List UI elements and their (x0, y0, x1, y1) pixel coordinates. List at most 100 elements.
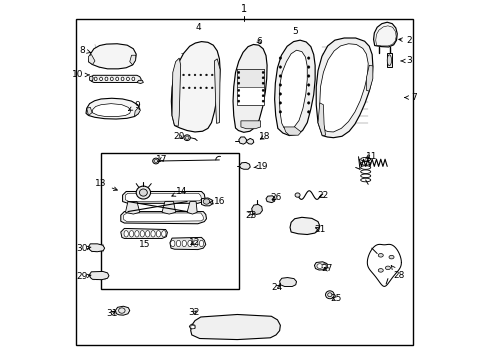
Ellipse shape (121, 77, 124, 81)
Text: 17: 17 (155, 155, 167, 164)
Ellipse shape (279, 84, 281, 86)
Ellipse shape (203, 199, 209, 204)
Text: 32: 32 (187, 308, 199, 317)
Text: 5: 5 (291, 27, 297, 36)
Bar (386, 53, 391, 67)
Ellipse shape (110, 77, 113, 81)
Ellipse shape (188, 87, 190, 89)
Ellipse shape (145, 230, 149, 237)
Ellipse shape (262, 89, 264, 91)
Ellipse shape (100, 77, 102, 81)
Bar (237, 69, 264, 87)
Polygon shape (89, 76, 93, 81)
Polygon shape (279, 50, 306, 130)
Ellipse shape (94, 77, 97, 81)
Polygon shape (172, 58, 180, 126)
Polygon shape (86, 107, 92, 116)
Bar (237, 69, 264, 105)
Ellipse shape (193, 240, 198, 247)
Ellipse shape (200, 87, 201, 89)
Polygon shape (187, 202, 197, 214)
Ellipse shape (262, 82, 264, 84)
Polygon shape (373, 22, 396, 47)
Ellipse shape (200, 74, 201, 76)
Ellipse shape (378, 269, 383, 272)
Ellipse shape (307, 75, 309, 77)
Polygon shape (289, 217, 319, 234)
Ellipse shape (183, 87, 184, 89)
Polygon shape (316, 38, 372, 138)
Text: 11: 11 (366, 152, 377, 161)
Text: 2: 2 (398, 36, 411, 45)
Ellipse shape (129, 230, 133, 237)
Ellipse shape (135, 230, 139, 237)
Ellipse shape (279, 57, 281, 59)
Ellipse shape (176, 240, 180, 247)
Ellipse shape (279, 102, 281, 104)
Ellipse shape (237, 95, 239, 97)
Polygon shape (317, 103, 325, 136)
Ellipse shape (237, 71, 239, 73)
Ellipse shape (325, 291, 333, 299)
Ellipse shape (262, 95, 264, 97)
Polygon shape (89, 271, 109, 280)
Polygon shape (265, 196, 274, 203)
Text: 25: 25 (329, 294, 341, 303)
Polygon shape (214, 59, 220, 123)
Polygon shape (115, 306, 129, 315)
Ellipse shape (211, 87, 213, 89)
Polygon shape (189, 324, 195, 329)
Ellipse shape (124, 230, 128, 237)
Text: 18: 18 (258, 132, 269, 141)
Text: 23: 23 (245, 211, 256, 220)
Ellipse shape (156, 230, 160, 237)
Ellipse shape (187, 240, 192, 247)
Text: 12: 12 (188, 238, 200, 247)
Text: 3: 3 (400, 57, 411, 66)
Polygon shape (233, 45, 266, 132)
Text: 15: 15 (139, 240, 150, 249)
Ellipse shape (211, 74, 213, 76)
Polygon shape (92, 104, 131, 117)
Ellipse shape (116, 77, 119, 81)
Text: 9: 9 (128, 101, 140, 111)
Ellipse shape (152, 158, 159, 164)
Ellipse shape (140, 230, 144, 237)
Polygon shape (162, 202, 175, 214)
Ellipse shape (237, 77, 239, 79)
Ellipse shape (105, 77, 108, 81)
Ellipse shape (183, 74, 184, 76)
Ellipse shape (237, 82, 239, 84)
Text: 10: 10 (72, 71, 89, 80)
Ellipse shape (279, 93, 281, 95)
Ellipse shape (386, 55, 391, 66)
Ellipse shape (294, 193, 300, 197)
Polygon shape (125, 202, 140, 214)
Ellipse shape (194, 74, 196, 76)
Text: 22: 22 (317, 191, 328, 200)
Polygon shape (137, 80, 143, 84)
Ellipse shape (162, 230, 165, 237)
Polygon shape (284, 127, 301, 135)
Polygon shape (251, 204, 262, 215)
Polygon shape (274, 40, 314, 136)
Text: 28: 28 (390, 265, 404, 279)
Text: 1: 1 (241, 4, 247, 14)
Ellipse shape (262, 77, 264, 79)
Text: 7: 7 (404, 93, 416, 102)
Ellipse shape (183, 135, 190, 140)
Text: 13: 13 (95, 179, 117, 190)
Ellipse shape (237, 100, 239, 102)
Polygon shape (238, 137, 246, 144)
Ellipse shape (262, 100, 264, 102)
Ellipse shape (170, 240, 175, 247)
Ellipse shape (385, 266, 389, 270)
Polygon shape (88, 244, 104, 252)
Polygon shape (125, 193, 201, 202)
Ellipse shape (262, 71, 264, 73)
Ellipse shape (205, 74, 207, 76)
Ellipse shape (126, 77, 129, 81)
Ellipse shape (132, 77, 135, 81)
Polygon shape (314, 262, 327, 270)
Ellipse shape (307, 93, 309, 95)
